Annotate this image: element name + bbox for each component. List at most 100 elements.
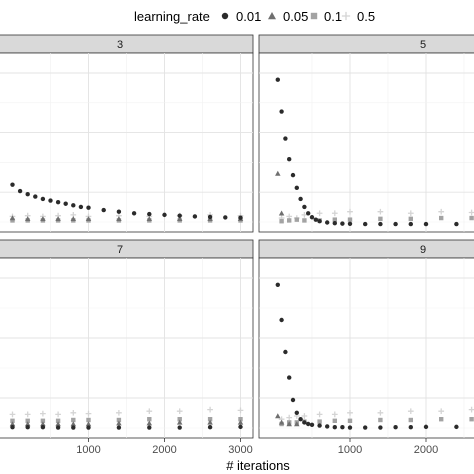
data-point: [306, 211, 311, 216]
data-point: [279, 317, 284, 323]
data-point: [317, 419, 322, 424]
data-point: [40, 418, 46, 423]
data-point: [278, 210, 285, 216]
data-point: [176, 419, 183, 425]
data-point: [146, 216, 153, 222]
data-point: [63, 201, 68, 206]
data-point: [408, 425, 413, 430]
facet-strip: [0, 239, 254, 259]
series-0.1: [10, 417, 243, 423]
facet-strip-label: 5: [420, 39, 426, 51]
data-point: [40, 425, 46, 430]
data-point: [147, 425, 152, 430]
data-point: [237, 407, 244, 414]
data-point: [332, 217, 337, 222]
data-point: [378, 425, 383, 430]
data-point: [438, 408, 445, 415]
data-point: [55, 411, 61, 418]
legend-key-square: [310, 12, 318, 20]
data-point: [331, 210, 338, 217]
x-tick-label: 1000: [338, 444, 362, 456]
data-point: [313, 217, 318, 222]
series-0.01: [275, 77, 459, 227]
data-point: [40, 196, 46, 202]
data-point: [439, 417, 444, 422]
data-point: [48, 198, 53, 203]
plot-background: [258, 52, 474, 233]
data-point: [287, 375, 292, 380]
data-point: [207, 425, 213, 430]
data-point: [393, 425, 398, 430]
series-0.01: [275, 282, 459, 430]
data-point: [298, 196, 303, 202]
data-point: [70, 216, 77, 222]
data-point: [85, 216, 92, 222]
data-point: [24, 216, 31, 222]
gridlines: [0, 53, 253, 232]
data-point: [316, 411, 323, 418]
data-point: [10, 218, 15, 223]
data-point: [302, 218, 307, 223]
data-point: [407, 408, 414, 415]
data-point: [332, 220, 337, 226]
data-point: [176, 408, 183, 415]
data-point: [294, 421, 300, 427]
series-0.05: [9, 215, 244, 222]
facet-panel-7: 7 1000 2000 3000: [0, 239, 254, 456]
legend-key-triangle: [268, 12, 276, 20]
data-point: [347, 208, 353, 215]
data-point: [290, 397, 296, 403]
data-point: [454, 221, 459, 227]
data-point: [238, 424, 243, 430]
data-point: [298, 417, 303, 422]
data-point: [454, 424, 459, 430]
data-point: [10, 418, 15, 423]
data-point: [340, 221, 345, 226]
data-point: [101, 207, 106, 213]
data-point: [10, 425, 15, 430]
legend-title: learning_rate: [134, 9, 210, 24]
data-point: [469, 215, 474, 221]
data-point: [438, 208, 445, 215]
data-point: [116, 209, 122, 214]
data-point: [340, 425, 345, 430]
data-point: [86, 205, 91, 210]
data-point: [309, 422, 315, 427]
data-point: [347, 409, 353, 416]
data-point: [393, 221, 398, 227]
data-point: [302, 420, 307, 425]
data-point: [237, 419, 244, 425]
data-point: [301, 413, 308, 419]
facet-panel-5: 5: [258, 34, 474, 233]
data-point: [347, 221, 353, 226]
data-point: [147, 417, 152, 422]
data-point: [275, 77, 280, 82]
legend-label: 0.05: [283, 9, 308, 24]
gridlines: [259, 53, 474, 232]
data-point: [287, 218, 292, 223]
data-point: [9, 421, 16, 427]
data-point: [24, 411, 31, 418]
data-point: [71, 417, 76, 423]
data-point: [55, 421, 61, 427]
data-point: [347, 418, 353, 423]
data-point: [40, 421, 46, 427]
data-point: [207, 214, 213, 220]
series-0.01: [10, 182, 243, 220]
data-point: [131, 211, 137, 216]
data-point: [408, 221, 413, 227]
data-point: [363, 221, 368, 227]
data-point: [207, 417, 213, 422]
data-point: [332, 418, 337, 423]
data-point: [55, 199, 61, 205]
data-point: [116, 425, 122, 430]
data-point: [25, 425, 30, 430]
data-point: [24, 421, 31, 427]
data-point: [325, 424, 330, 429]
data-point: [71, 425, 76, 430]
facet-strip: [0, 34, 254, 54]
data-point: [377, 409, 384, 416]
gridlines: [0, 258, 253, 438]
data-point: [146, 408, 153, 415]
